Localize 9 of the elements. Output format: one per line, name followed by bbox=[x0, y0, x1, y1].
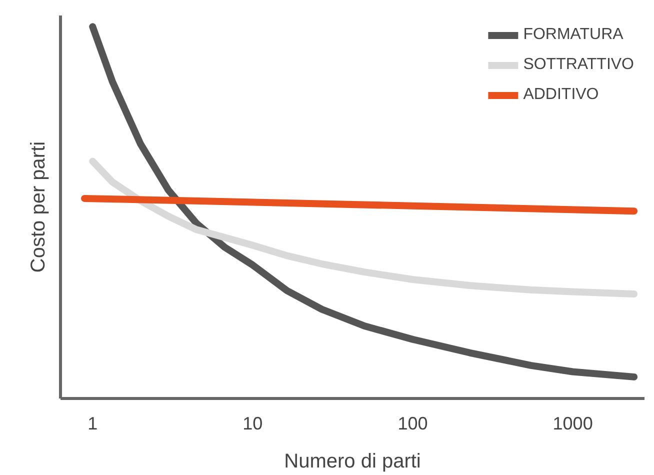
x-tick-label: 1 bbox=[88, 414, 98, 434]
x-axis-title: Numero di parti bbox=[284, 450, 421, 472]
y-axis-title: Costo per parti bbox=[28, 141, 50, 273]
legend-label: ADDITIVO bbox=[523, 86, 599, 104]
legend-label: FORMATURA bbox=[523, 26, 624, 44]
x-tick-label: 1000 bbox=[552, 414, 593, 434]
legend-label: SOTTRATTIVO bbox=[523, 56, 634, 74]
x-tick-label: 100 bbox=[398, 414, 428, 434]
x-tick-label: 10 bbox=[242, 414, 263, 434]
